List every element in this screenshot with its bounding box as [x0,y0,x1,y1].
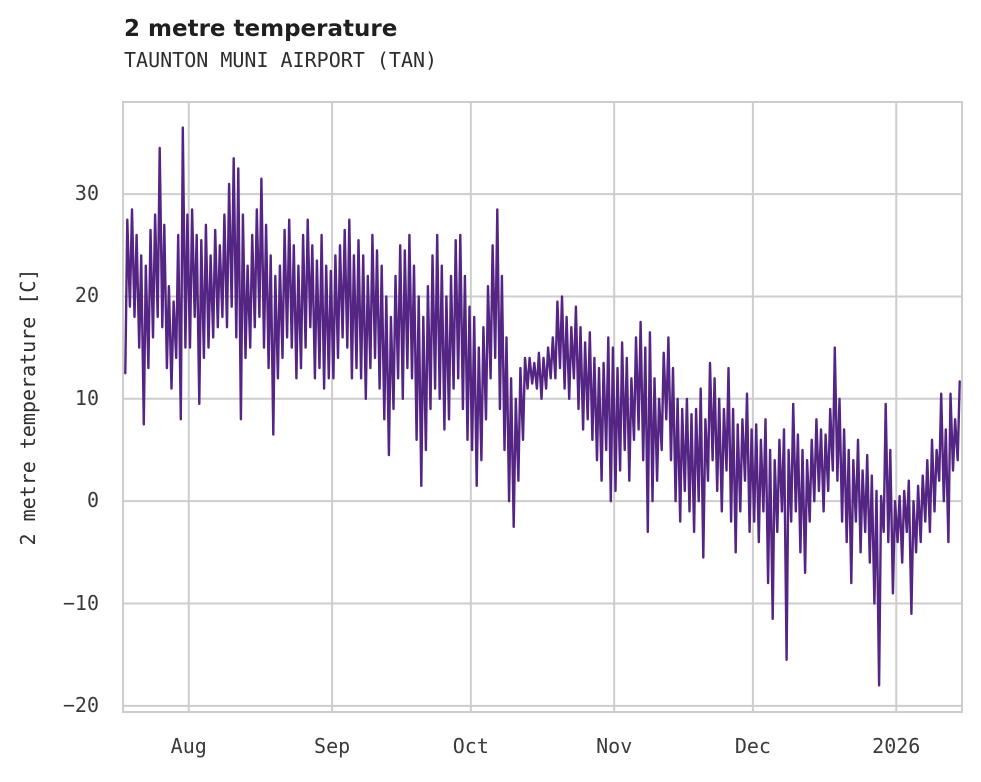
y-tick-label: 20 [74,283,99,308]
temperature-series-line [124,126,961,687]
chart-title: 2 metre temperature [124,16,398,42]
x-tick-label: 2026 [872,734,921,758]
y-tick-label: −10 [62,590,99,615]
y-tick-label: 10 [74,385,99,410]
y-tick-label: 0 [86,488,99,513]
x-tick-label: Dec [734,734,771,758]
x-tick-label: Sep [314,734,351,758]
plot-area [122,101,963,713]
chart-subtitle: TAUNTON MUNI AIRPORT (TAN) [124,48,438,72]
temperature-line-chart [124,103,961,711]
x-tick-label: Aug [170,734,207,758]
y-tick-label: 30 [74,181,99,206]
x-tick-label: Nov [596,734,633,758]
x-tick-label: Oct [452,734,489,758]
y-tick-label: −20 [62,692,99,717]
